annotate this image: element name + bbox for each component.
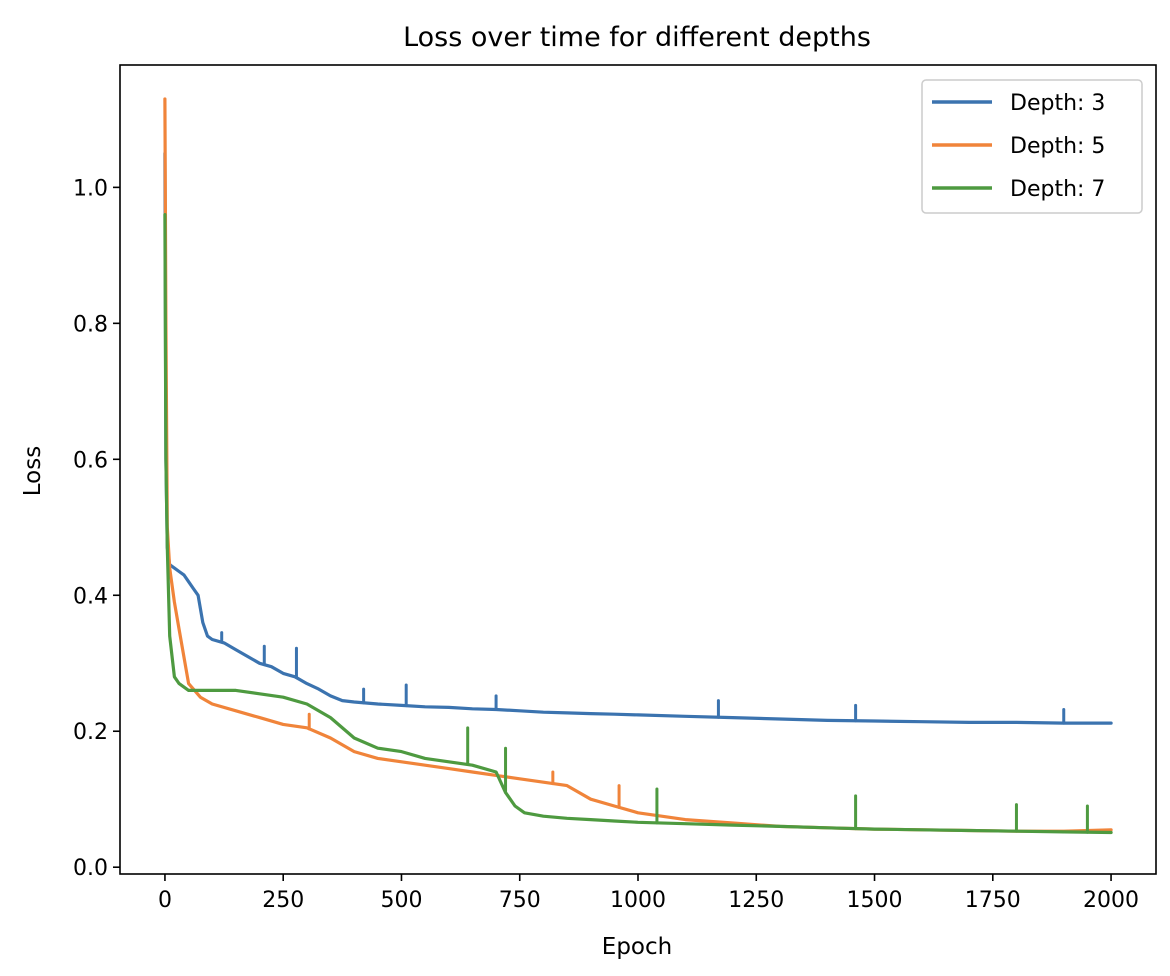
x-tick-label: 0 [158,888,172,913]
legend-label: Depth: 3 [1010,91,1105,116]
x-tick-label: 750 [499,888,541,913]
series-line-depth-7 [163,213,1113,835]
y-axis-label: Loss [20,446,46,496]
x-tick-label: 500 [380,888,422,913]
legend-label: Depth: 7 [1010,177,1105,202]
y-tick-label: 0.4 [73,584,108,609]
x-axis: 0 250 500 750 1000 1250 1500 1750 2000 [158,874,1139,913]
x-tick-label: 1000 [610,888,666,913]
y-axis: 0.0 0.2 0.4 0.6 0.8 1.0 [73,176,120,881]
y-tick-label: 0.6 [73,448,108,473]
y-tick-label: 1.0 [73,176,108,201]
x-axis-label: Epoch [602,934,672,960]
legend-box [921,79,1143,214]
legend: Depth: 3 Depth: 5 Depth: 7 [921,79,1143,214]
chart-title: Loss over time for different depths [403,22,871,53]
x-tick-label: 2000 [1083,888,1139,913]
x-tick-label: 1500 [847,888,903,913]
x-tick-label: 1250 [728,888,784,913]
legend-label: Depth: 5 [1010,134,1105,159]
y-tick-label: 0.0 [73,856,108,881]
series-line-depth-3 [163,151,1113,725]
y-tick-label: 0.2 [73,720,108,745]
y-tick-label: 0.8 [73,312,108,337]
plot-area [163,97,1113,835]
x-tick-label: 1750 [965,888,1021,913]
x-tick-label: 250 [262,888,304,913]
